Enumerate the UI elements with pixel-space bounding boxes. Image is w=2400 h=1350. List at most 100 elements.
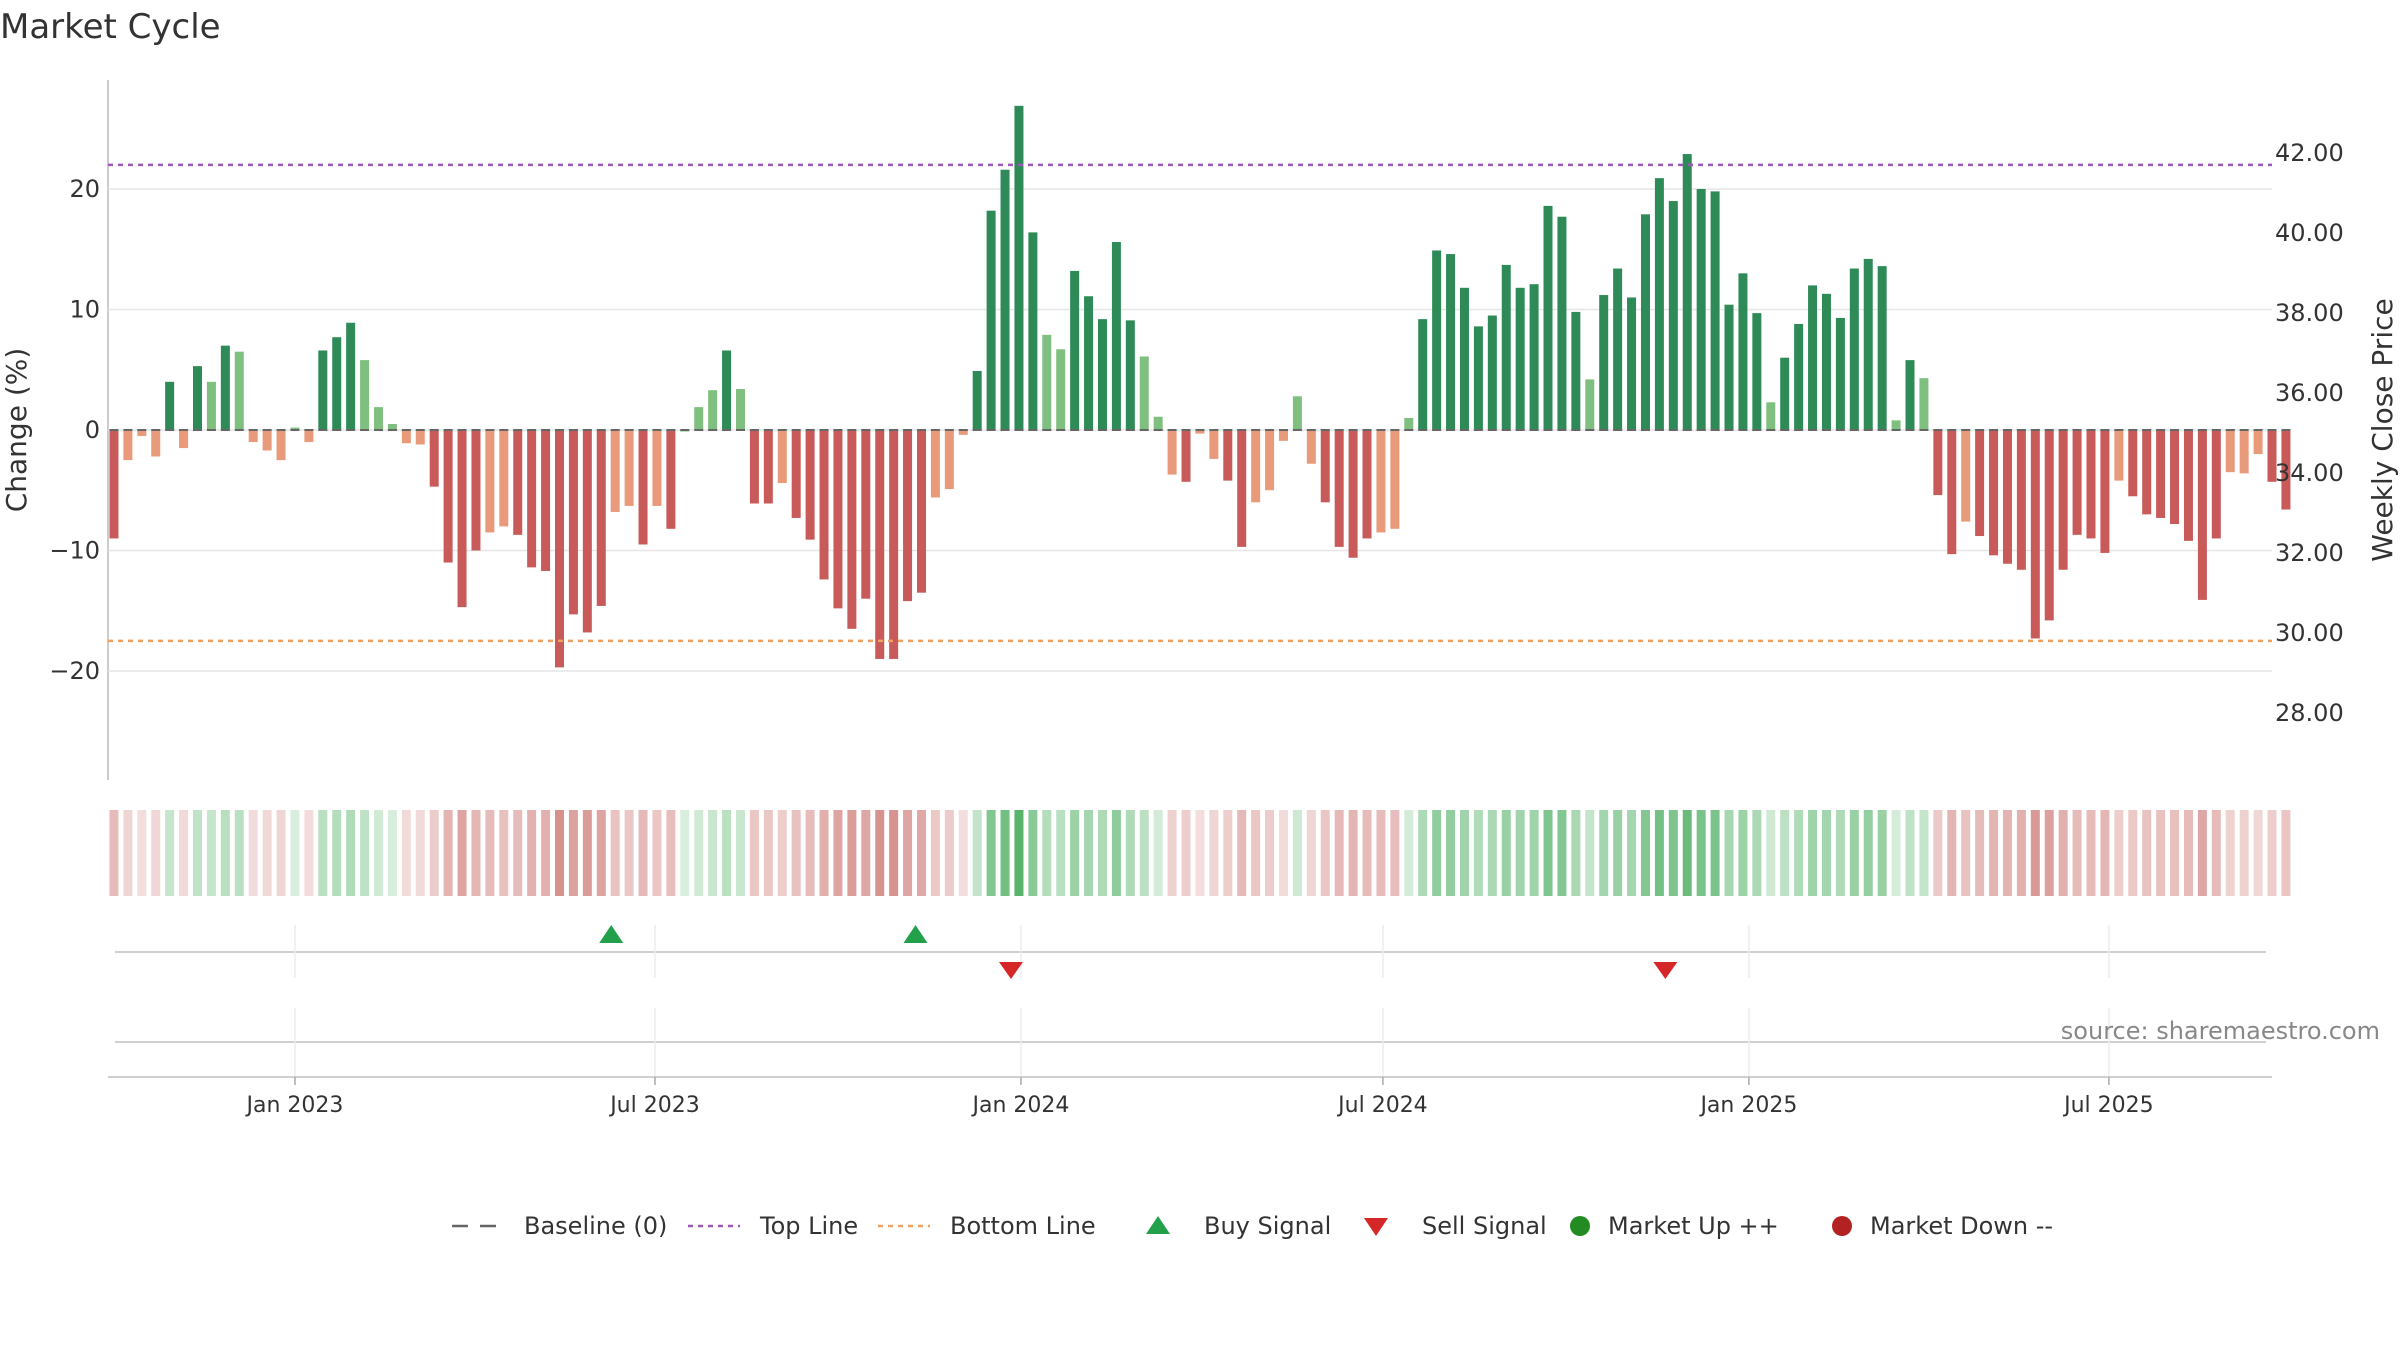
band-cell [415,810,425,896]
band-cell [1821,810,1831,896]
band-cell [179,810,189,896]
bar [889,430,899,659]
y2-tick-label: 32.00 [2275,539,2344,567]
bar [903,430,913,602]
bar [1780,357,1790,430]
bar [2058,430,2068,570]
bar [346,322,356,430]
band-cell [1557,810,1567,896]
band-cell [1808,810,1818,896]
band-cell [2225,810,2235,896]
band-cell [276,810,286,896]
band-cell [234,810,244,896]
bar [179,430,189,449]
y-tick-label: −10 [49,537,100,565]
band-cell [1640,810,1650,896]
legend-label: Market Down -- [1870,1212,2053,1240]
bar [318,350,328,430]
y2-tick-label: 40.00 [2275,219,2344,247]
bar [1835,317,1845,430]
bar [624,430,634,506]
band-cell [875,810,885,896]
bar [401,430,411,444]
band-cell [1195,810,1205,896]
band-cell [374,810,383,896]
bar [109,430,119,539]
band-cell [791,810,801,896]
signal-track [115,925,2266,979]
band-cell [513,810,523,896]
band-cell [2170,810,2180,896]
bar [1348,430,1358,558]
band-cell [735,810,745,896]
bar [1432,250,1442,430]
bar [916,430,926,593]
band-cell [1710,810,1720,896]
bar [1125,320,1135,430]
bar [986,210,996,430]
bar [499,430,509,527]
reference-lines [108,163,2272,643]
legend-label: Market Up ++ [1608,1212,1779,1240]
band-cell [109,810,119,896]
bar [582,430,592,633]
bar [2142,430,2152,515]
bar [1571,311,1581,430]
bar [1821,293,1831,430]
band-cell [2044,810,2054,896]
bar [1933,430,1943,496]
x-tick-label: Jan 2024 [970,1093,1069,1118]
bar [763,430,773,504]
band-cell [1376,810,1386,896]
bar [2100,430,2110,553]
source-label: source: sharemaestro.com [2061,1017,2380,1045]
bar [1627,297,1637,430]
band-cell [1668,810,1678,896]
x-axis-ticks: Jan 2023 Jul 2023 Jan 2024 Jul 2024 Jan 2025… [245,1077,2154,1118]
band-cell [220,810,230,896]
bar [1877,266,1887,430]
x-tick-label: Jul 2023 [608,1093,700,1118]
bar [1794,323,1804,430]
bar [387,423,397,430]
band-cell [1682,810,1692,896]
bar [1766,402,1776,430]
bar [2281,430,2291,510]
bar [944,430,954,490]
bar [1209,430,1219,459]
bar [2044,430,2054,621]
legend-down-swatch [1832,1216,1852,1236]
bar [777,430,787,484]
band-cell [193,810,203,896]
band-cell [1905,810,1915,896]
bar [1557,216,1567,430]
band-cell [262,810,272,896]
bar [610,430,620,512]
band-cell [930,810,940,896]
bar [429,430,439,487]
legend-label: Buy Signal [1204,1212,1331,1240]
legend-label: Top Line [759,1212,858,1240]
band-cell [986,810,996,896]
bar [749,430,759,504]
bar [2072,430,2082,535]
bar [1320,430,1330,503]
bar [2197,430,2207,600]
bar [151,430,161,457]
band-cell [777,810,787,896]
band-cell [401,810,411,896]
bar [2239,430,2249,474]
band-cell [638,810,648,896]
bar [1181,430,1191,482]
bar [443,430,453,563]
bar [568,430,578,615]
band-cell [1084,810,1094,896]
bar [1446,254,1456,430]
band-cell [1752,810,1762,896]
bar [1905,360,1915,430]
band-cell [1042,810,1052,896]
band-cell [1724,810,1734,896]
band-cell [819,810,829,896]
band-cell [1487,810,1497,896]
